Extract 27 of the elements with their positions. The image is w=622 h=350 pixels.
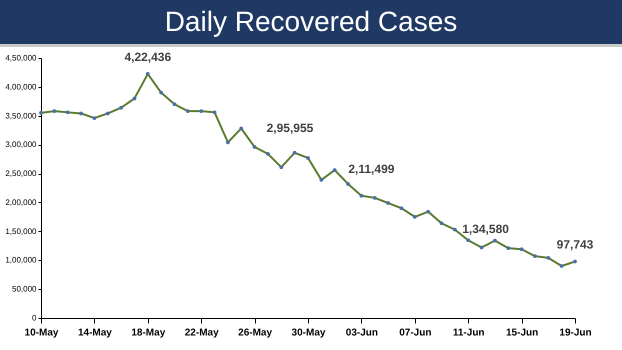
y-tick-label: 2,50,000: [5, 169, 38, 178]
x-tick-label: 03-Jun: [346, 328, 378, 338]
annotation: 97,743: [556, 238, 594, 252]
x-tick-label: 14-May: [78, 328, 112, 338]
x-tick-label: 18-May: [131, 328, 166, 338]
y-tick-label: 50,000: [12, 284, 38, 294]
chart-title: Daily Recovered Cases: [0, 0, 622, 47]
y-tick-label: 2,00,000: [5, 198, 38, 207]
y-tick-label: 4,50,000: [5, 54, 38, 62]
x-tick-label: 30-May: [292, 328, 326, 338]
y-tick-label: 0: [32, 314, 38, 322]
annotation: 2,11,499: [348, 162, 395, 176]
annotation: 2,95,955: [266, 121, 314, 136]
x-tick-label: 10-May: [24, 328, 59, 338]
x-tick-label: 07-Jun: [399, 328, 432, 338]
y-tick-label: 1,00,000: [5, 256, 38, 265]
x-tick-label: 22-May: [184, 328, 220, 338]
x-tick-label: 26-May: [238, 328, 272, 338]
y-tick-label: 4,00,000: [5, 82, 38, 92]
y-tick-label: 3,00,000: [5, 140, 38, 150]
y-tick-label: 1,50,000: [5, 226, 38, 236]
annotation: 4,22,436: [124, 50, 172, 64]
x-tick-label: 11-Jun: [452, 328, 485, 338]
annotation: 1,34,580: [462, 222, 510, 236]
x-tick-label: 19-Jun: [559, 328, 592, 338]
y-tick-label: 3,50,000: [5, 111, 38, 120]
x-tick-label: 15-Jun: [506, 328, 538, 338]
